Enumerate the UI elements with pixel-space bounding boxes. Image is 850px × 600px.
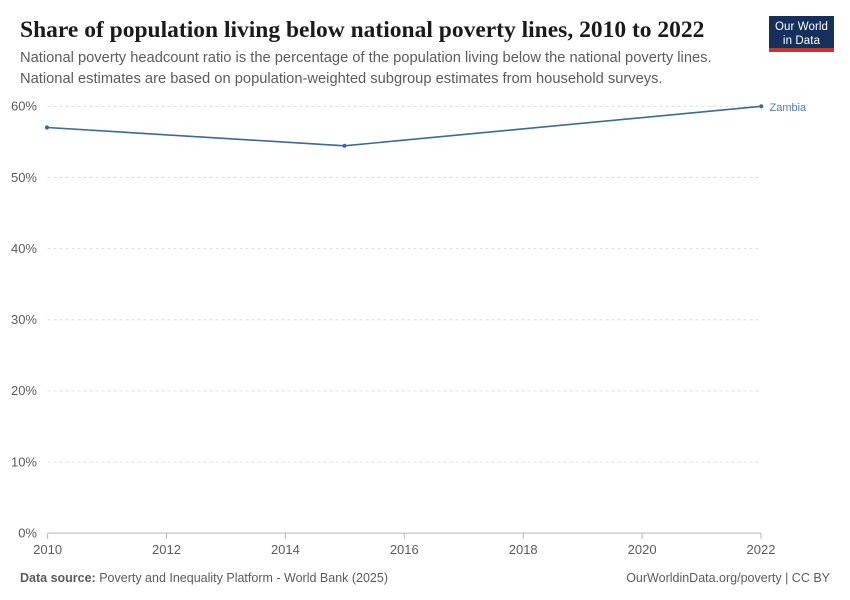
svg-text:40%: 40% [11, 241, 37, 256]
svg-text:50%: 50% [11, 170, 37, 185]
svg-text:2018: 2018 [509, 542, 538, 557]
svg-text:2022: 2022 [747, 542, 776, 557]
svg-text:20%: 20% [11, 383, 37, 398]
svg-text:30%: 30% [11, 312, 37, 327]
svg-text:2010: 2010 [33, 542, 62, 557]
svg-text:2016: 2016 [390, 542, 419, 557]
svg-text:2014: 2014 [271, 542, 300, 557]
svg-text:60%: 60% [11, 99, 37, 114]
svg-text:0%: 0% [18, 525, 37, 540]
svg-text:2012: 2012 [152, 542, 181, 557]
svg-text:10%: 10% [11, 454, 37, 469]
svg-text:2020: 2020 [628, 542, 657, 557]
svg-text:Zambia: Zambia [770, 102, 808, 114]
